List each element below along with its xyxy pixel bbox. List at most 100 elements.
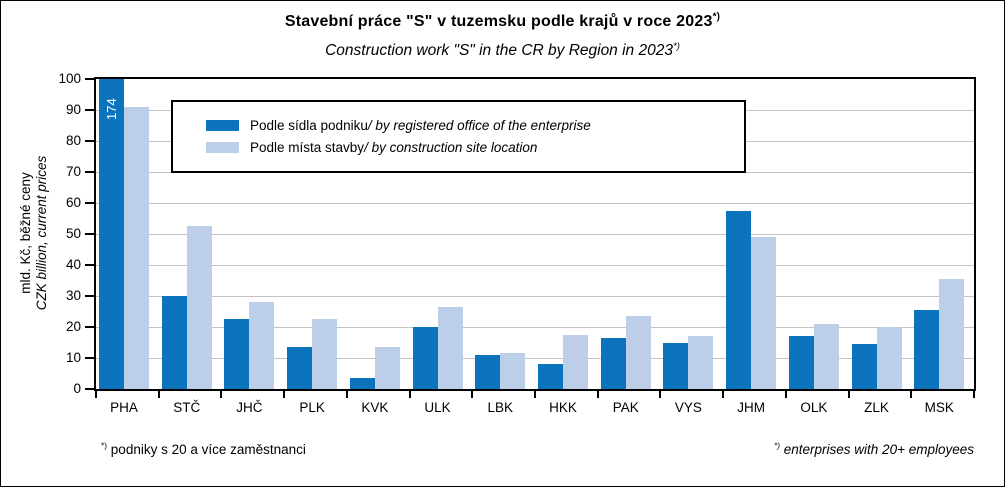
x-tick-label-MSK: MSK <box>924 400 954 415</box>
bar-LBK-site <box>500 353 526 389</box>
legend-item-office: Podle sídla podniku / by registered offi… <box>206 118 744 133</box>
legend-label-office-en: / by registered office of the enterprise <box>367 118 591 133</box>
y-tick-label-90: 90 <box>65 102 81 117</box>
bar-LBK-office <box>475 354 501 389</box>
legend-item-site: Podle místa stavby / by construction sit… <box>206 140 744 155</box>
y-tick-label-50: 50 <box>65 226 81 241</box>
x-tick-label-JHČ: JHČ <box>236 400 263 415</box>
x-tick-3 <box>283 391 286 398</box>
x-tick-label-OLK: OLK <box>800 400 828 415</box>
legend-swatch-office <box>206 120 239 131</box>
bar-MSK-site <box>939 278 965 389</box>
y-tick-label-20: 20 <box>65 319 81 334</box>
x-tick-10 <box>722 391 725 398</box>
x-tick-14 <box>973 391 975 398</box>
bar-OLK-office <box>788 336 814 389</box>
y-tick-label-30: 30 <box>65 288 81 303</box>
legend-label-site-cz: Podle místa stavby <box>250 140 365 155</box>
footnote-czech-text: podniky s 20 a více zaměstnanci <box>107 442 306 457</box>
chart-subtitle-text: Construction work "S" in the CR by Regio… <box>325 42 673 59</box>
bar-ULK-office <box>412 327 438 389</box>
bar-KVK-office <box>349 378 375 389</box>
x-tick-0 <box>95 391 97 398</box>
x-tick-4 <box>345 391 348 398</box>
y-tick-70 <box>85 171 94 173</box>
bar-STČ-office <box>161 296 187 389</box>
footnote-english: *) enterprises with 20+ employees <box>773 440 974 457</box>
chart-subtitle-footnote-mark: *) <box>672 40 680 52</box>
x-tick-label-VYS: VYS <box>674 400 702 415</box>
bar-KVK-site <box>374 347 400 389</box>
footnote-czech: *) podniky s 20 a více zaměstnanci <box>101 441 306 457</box>
bar-PAK-site <box>625 316 651 389</box>
y-tick-label-10: 10 <box>65 350 81 365</box>
gridline-30 <box>96 296 974 297</box>
y-tick-50 <box>85 233 94 235</box>
bar-HKK-site <box>563 334 588 389</box>
footnote-english-text: enterprises with 20+ employees <box>780 442 974 457</box>
bar-PLK-site <box>312 319 338 389</box>
bar-HKK-office <box>538 364 563 389</box>
clipped-value-label: 174 <box>103 98 119 120</box>
bar-VYS-site <box>688 336 714 389</box>
bar-ZLK-office <box>851 344 877 389</box>
y-tick-100 <box>85 78 94 80</box>
x-tick-label-LBK: LBK <box>487 400 514 415</box>
y-tick-10 <box>85 357 94 359</box>
y-tick-80 <box>85 140 94 142</box>
x-tick-1 <box>157 391 160 398</box>
x-tick-label-PAK: PAK <box>612 400 639 415</box>
x-tick-5 <box>408 391 411 398</box>
gridline-40 <box>96 265 974 266</box>
y-tick-label-70: 70 <box>65 164 81 179</box>
chart-subtitle: Construction work "S" in the CR by Regio… <box>1 42 1004 60</box>
chart-title-footnote-mark: *) <box>712 11 721 23</box>
x-tick-2 <box>220 391 223 398</box>
x-tick-9 <box>659 391 662 398</box>
legend-label-office-cz: Podle sídla podniku <box>250 118 368 133</box>
x-tick-label-STČ: STČ <box>173 400 201 415</box>
bar-MSK-office <box>914 309 940 389</box>
y-tick-30 <box>85 295 94 297</box>
chart-title: Stavební práce "S" v tuzemsku podle kraj… <box>1 11 1004 31</box>
y-tick-label-100: 100 <box>58 71 81 86</box>
gridline-50 <box>96 234 974 235</box>
legend-label-site-en: / by construction site location <box>364 140 538 155</box>
gridline-10 <box>96 358 974 359</box>
gridline-20 <box>96 327 974 328</box>
y-tick-label-40: 40 <box>65 257 81 272</box>
x-tick-13 <box>910 391 913 398</box>
y-tick-40 <box>85 264 94 266</box>
legend-box: Podle sídla podniku / by registered offi… <box>171 100 746 173</box>
bar-PHA-office: 174 <box>99 79 124 389</box>
bar-VYS-office <box>663 342 689 389</box>
bar-JHM-site <box>751 237 777 389</box>
x-tick-label-PHA: PHA <box>110 400 138 415</box>
legend-swatch-site <box>206 142 239 153</box>
bar-JHČ-office <box>224 319 250 389</box>
bar-JHM-office <box>726 210 752 389</box>
bar-ULK-site <box>437 306 463 389</box>
y-tick-20 <box>85 326 94 328</box>
y-tick-label-60: 60 <box>65 195 81 210</box>
x-tick-label-KVK: KVK <box>361 400 389 415</box>
x-tick-8 <box>596 391 599 398</box>
bar-ZLK-site <box>876 327 902 389</box>
chart-title-text: Stavební práce "S" v tuzemsku podle kraj… <box>284 13 713 30</box>
y-axis-title-cz: mld. Kč, běžné ceny <box>18 172 34 294</box>
gridline-60 <box>96 203 974 204</box>
bar-OLK-site <box>813 323 839 389</box>
x-tick-12 <box>847 391 850 398</box>
bar-PHA-site <box>124 106 149 389</box>
x-tick-label-JHM: JHM <box>737 400 766 415</box>
footnote-english-mark: *) <box>773 440 781 451</box>
y-tick-90 <box>85 109 94 111</box>
bar-STČ-site <box>186 226 212 389</box>
bar-PLK-office <box>287 347 313 389</box>
y-tick-label-80: 80 <box>65 133 81 148</box>
bar-PAK-office <box>600 337 626 389</box>
y-tick-label-0: 0 <box>73 381 81 396</box>
x-tick-7 <box>534 391 536 398</box>
x-tick-label-HKK: HKK <box>549 400 577 415</box>
